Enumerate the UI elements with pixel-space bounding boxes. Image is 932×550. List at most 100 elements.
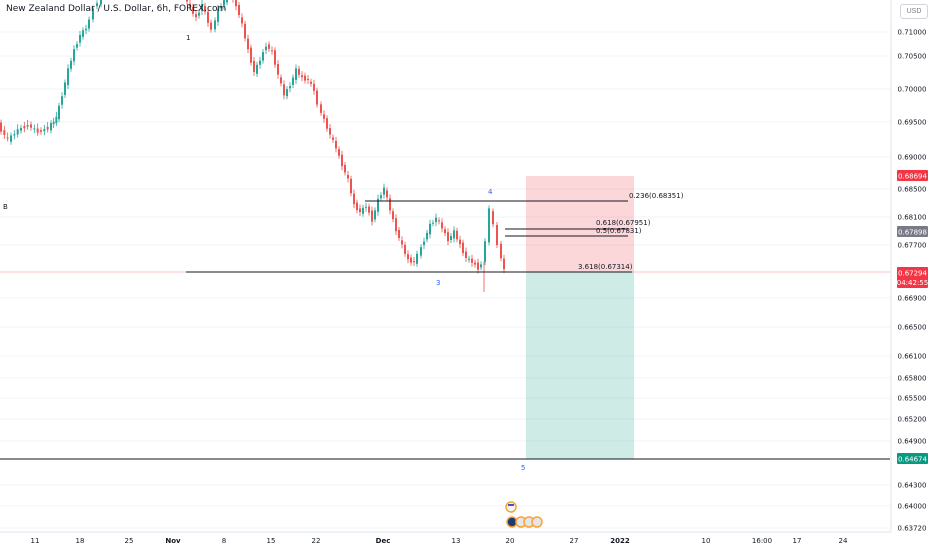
candle-body: [359, 208, 361, 212]
candle-body: [195, 14, 197, 18]
candle-body: [201, 4, 203, 11]
price-tick-label: 0.66100: [898, 353, 927, 361]
candle-body: [226, 0, 228, 3]
candle-body: [438, 220, 440, 222]
candle-body: [301, 75, 303, 78]
candle-body: [100, 0, 102, 5]
candle-body: [76, 44, 78, 48]
candle-body: [447, 232, 449, 242]
candle-body: [392, 211, 394, 220]
candle-body: [241, 17, 243, 24]
candle-body: [217, 8, 219, 22]
candle-body: [465, 251, 467, 258]
candle-body: [52, 121, 55, 125]
candle-body: [313, 83, 315, 91]
price-tick-label: 0.70500: [898, 53, 927, 61]
candle-body: [401, 240, 403, 245]
candle-body: [274, 50, 276, 65]
candle-body: [247, 38, 249, 50]
fib-label-0236: 0.236(0.68351): [629, 192, 684, 200]
wave-label-4: 4: [488, 188, 493, 196]
current-price-badge: 0.67294 04:42:55: [897, 267, 928, 288]
target-price-badge: 0.64674: [897, 453, 928, 464]
candle-body: [398, 230, 400, 238]
currency-label[interactable]: USD: [900, 4, 928, 19]
candle-body: [204, 5, 206, 12]
candle-body: [64, 82, 66, 95]
stop-loss-zone[interactable]: [526, 176, 634, 272]
time-tick-label: Nov: [165, 537, 181, 545]
candle-body: [85, 28, 87, 31]
candle-body: [365, 206, 367, 208]
candle-body: [356, 202, 358, 211]
candle-body: [36, 128, 39, 133]
price-tick-label: 0.71000: [898, 29, 927, 37]
time-axis[interactable]: 11 18 25 Nov 8 15 22 Dec 13 20 27 2022 10 16:00 17 24: [31, 537, 848, 545]
time-tick-label: 16:00: [752, 537, 772, 545]
candle-body: [33, 128, 36, 130]
candle-body: [207, 11, 209, 23]
time-tick-label: 13: [452, 537, 461, 545]
candle-body: [256, 64, 258, 74]
price-tick-label: 0.66900: [898, 295, 927, 303]
candle-body: [23, 125, 26, 129]
candle-body: [262, 52, 264, 61]
fib-label-0618: 0.618(0.67951): [596, 219, 651, 227]
candle-body: [46, 126, 49, 130]
candle-body: [323, 114, 325, 119]
candle-body: [383, 187, 385, 195]
candle-body: [3, 130, 6, 135]
candle-body: [480, 264, 482, 268]
candle-body: [286, 89, 288, 97]
fib-label-05: 0.5(0.67831): [596, 227, 642, 235]
candle-body: [298, 68, 300, 75]
mid-price-badge: 0.67898: [897, 226, 928, 237]
candle-body: [484, 241, 486, 263]
candle-body: [92, 8, 94, 20]
candle-body: [214, 20, 216, 30]
candle-body: [70, 60, 72, 69]
candle-body: [316, 90, 318, 105]
candle-body: [13, 134, 16, 136]
candle-body: [220, 6, 222, 9]
candle-body: [426, 232, 428, 240]
candle-body: [304, 75, 306, 81]
candle-body: [289, 86, 291, 89]
symbol-title[interactable]: New Zealand Dollar / U.S. Dollar, 6h, FO…: [6, 4, 227, 14]
candle-body: [67, 68, 69, 85]
candle-body: [416, 253, 418, 264]
time-tick-label: 25: [125, 537, 134, 545]
candle-body: [244, 23, 246, 39]
candle-body: [407, 254, 409, 260]
take-profit-zone[interactable]: [526, 272, 634, 459]
candle-body: [320, 104, 322, 113]
candle-body: [477, 262, 479, 270]
time-tick-label: 18: [76, 537, 85, 545]
time-tick-label: Dec: [376, 537, 391, 545]
candle-body: [347, 174, 349, 179]
candle-body: [395, 218, 397, 232]
price-tick-label: 0.68500: [898, 186, 927, 194]
candle-body: [413, 261, 415, 262]
candle-body: [410, 257, 412, 263]
price-axis[interactable]: 0.71000 0.70500 0.70000 0.69500 0.69000 0.685…: [898, 29, 927, 533]
candle-body: [20, 127, 22, 131]
candle-body: [386, 190, 388, 198]
candle-body: [444, 229, 446, 234]
candle-body: [329, 128, 331, 135]
candle-body: [368, 206, 370, 213]
candle-body: [471, 258, 473, 263]
time-tick-label: 15: [267, 537, 276, 545]
candle-body: [307, 79, 309, 80]
candle-body: [58, 105, 60, 120]
candle-body: [79, 35, 81, 43]
candle-body: [310, 81, 312, 84]
candle-body: [462, 242, 464, 254]
economic-events[interactable]: [505, 501, 543, 528]
candle-body: [496, 225, 498, 245]
time-tick-label: 8: [222, 537, 226, 545]
candle-body: [40, 130, 42, 132]
price-tick-label: 0.63720: [898, 525, 927, 533]
candle-body: [377, 198, 379, 212]
